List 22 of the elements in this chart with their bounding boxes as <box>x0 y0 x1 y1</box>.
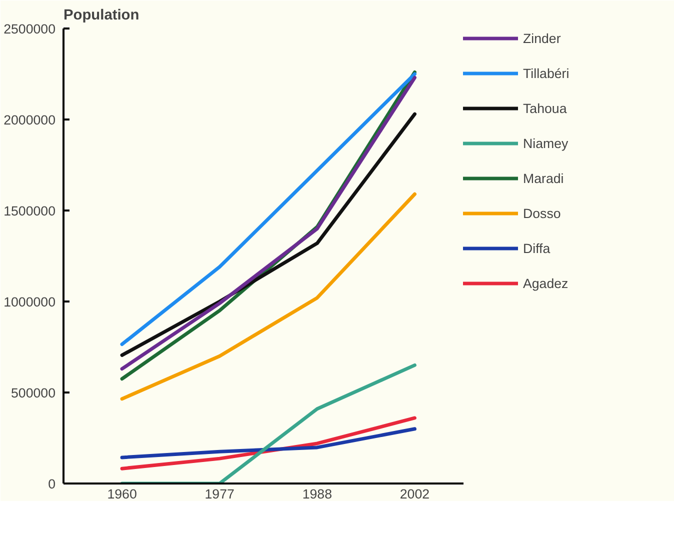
legend-label: Zinder <box>523 30 561 46</box>
y-axis-title: Population <box>64 8 140 24</box>
y-tick-label: 500000 <box>11 386 56 400</box>
line-series <box>120 192 416 401</box>
x-tick-label: 1977 <box>204 486 234 502</box>
legend-label: Dosso <box>523 206 561 220</box>
y-tick-label: 0 <box>48 476 56 492</box>
line-series <box>120 427 416 460</box>
legend-label: Tillabéri <box>523 66 570 80</box>
y-tick-label: 1000000 <box>4 294 56 310</box>
legend-label: Diffa <box>523 240 550 256</box>
legend-label: Niamey <box>523 136 568 150</box>
legend-label: Tahoua <box>523 100 567 116</box>
legend-label: Agadez <box>523 276 568 290</box>
y-tick-label: 2500000 <box>4 22 56 36</box>
y-tick-label: 1500000 <box>4 204 56 218</box>
line-series <box>120 112 416 357</box>
x-tick-label: 1960 <box>107 486 137 502</box>
x-tick-label: 1988 <box>302 486 332 502</box>
x-tick-label: 2002 <box>400 486 430 502</box>
legend-label: Maradi <box>523 170 564 186</box>
y-tick-label: 2000000 <box>4 112 56 128</box>
